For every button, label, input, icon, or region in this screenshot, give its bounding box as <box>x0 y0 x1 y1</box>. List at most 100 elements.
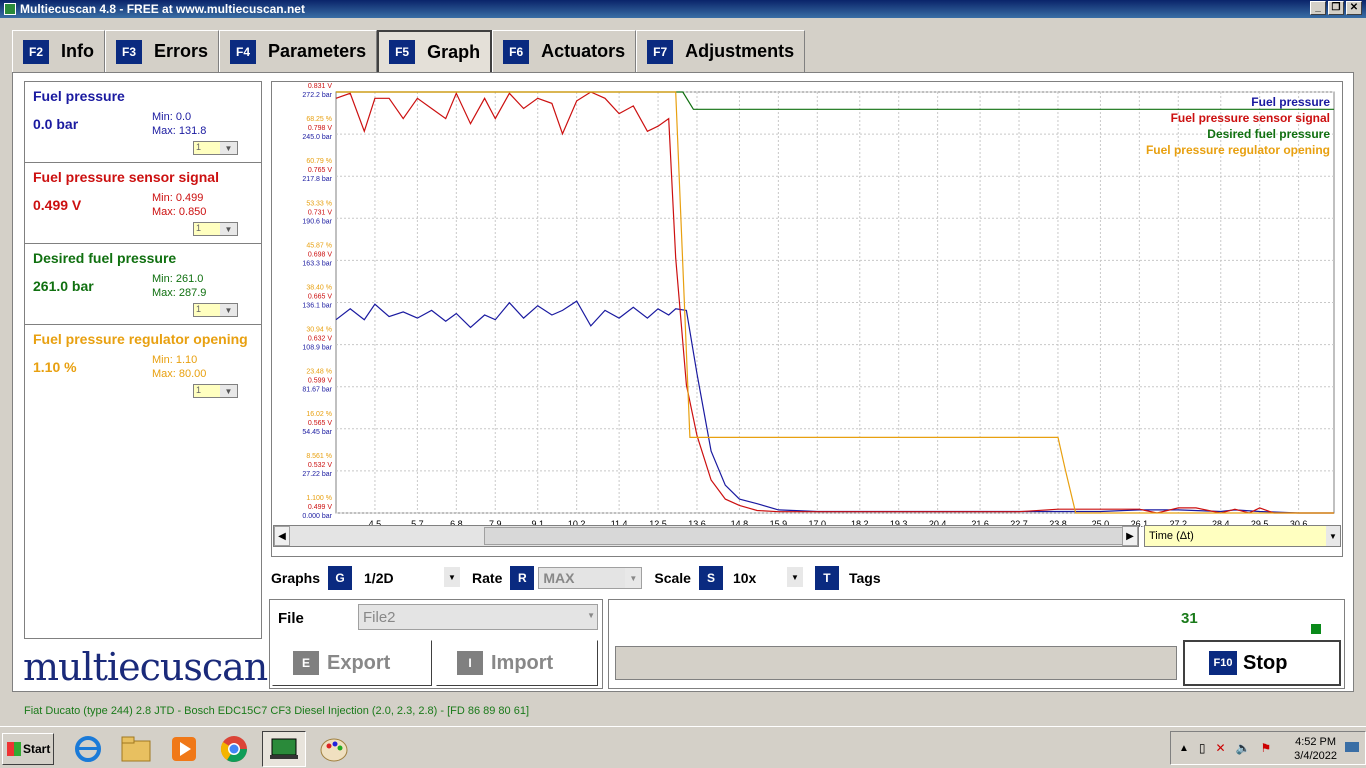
sensor-value: 0.499 V <box>33 197 82 213</box>
x-tick-label: 21.6 <box>971 519 989 529</box>
scale-value: 10x <box>732 570 757 586</box>
media-player-icon[interactable] <box>162 731 206 767</box>
file-select[interactable]: File2 ▼ <box>358 604 598 630</box>
axis-selector[interactable]: 1 ▼ <box>193 222 238 236</box>
graph-controls: Graphs G 1/2D ▼ Rate R MAX ▼ Scale S 10x… <box>271 565 881 591</box>
tab-label: Graph <box>427 41 481 62</box>
x-tick-label: 12.5 <box>649 519 667 529</box>
graphs-select[interactable]: 1/2D ▼ <box>352 567 461 589</box>
system-tray: ▲ ▯ ✕ 🔈 ⚑ 4:52 PM 3/4/2022 <box>1170 731 1366 765</box>
chrome-icon[interactable] <box>212 731 256 767</box>
y-tick-label: 0.665 V <box>308 294 332 301</box>
tab-graph[interactable]: F5 Graph <box>377 30 493 72</box>
tags-key[interactable]: T <box>814 566 839 590</box>
axis-selector[interactable]: 1 ▼ <box>193 141 238 155</box>
window-title: Multiecuscan 4.8 - FREE at www.multiecus… <box>20 2 305 16</box>
x-tick-label: 4.5 <box>369 519 382 529</box>
tab-parameters[interactable]: F4 Parameters <box>219 30 378 72</box>
y-tick-label: 0.499 V <box>308 504 332 511</box>
sensor-regulator-opening[interactable]: Fuel pressure regulator opening 1.10 % M… <box>25 325 261 406</box>
axis-selector-value: 1 <box>194 385 220 397</box>
restore-button[interactable]: ❐ <box>1328 1 1344 15</box>
sensor-max: Max: 131.8 <box>152 125 207 137</box>
chevron-down-icon: ▼ <box>625 568 642 588</box>
battery-icon[interactable]: ▯ <box>1198 741 1206 755</box>
sensor-value: 261.0 bar <box>33 278 94 294</box>
clock[interactable]: 4:52 PM 3/4/2022 <box>1294 735 1337 763</box>
tab-key: F2 <box>23 39 49 64</box>
file-label: File <box>278 610 304 627</box>
clock-time: 4:52 PM <box>1295 736 1337 748</box>
series-line <box>335 91 1334 514</box>
x-tick-label: 7.9 <box>489 519 502 529</box>
scroll-left-icon[interactable]: ◀ <box>274 526 290 546</box>
file-explorer-icon[interactable] <box>114 731 158 767</box>
internet-explorer-icon[interactable] <box>66 731 110 767</box>
tab-actuators[interactable]: F6 Actuators <box>492 30 637 72</box>
rate-select[interactable]: MAX ▼ <box>538 567 643 589</box>
scrollbar-thumb[interactable] <box>484 527 1126 545</box>
series-line <box>336 91 1334 514</box>
show-hidden-icons-icon[interactable]: ▲ <box>1179 742 1189 754</box>
scale-key[interactable]: S <box>698 566 723 590</box>
scroll-right-icon[interactable]: ▶ <box>1122 526 1138 546</box>
y-tick-label: 45.87 % <box>306 242 332 249</box>
x-tick-label: 30.6 <box>1290 519 1308 529</box>
action-center-icon[interactable]: ⚑ <box>1260 741 1272 755</box>
tab-key: F4 <box>230 39 257 64</box>
export-label: Export <box>327 651 391 674</box>
tab-key: F3 <box>116 39 142 64</box>
x-tick-label: 28.4 <box>1212 519 1230 529</box>
stop-button[interactable]: F10 Stop <box>1183 640 1341 686</box>
import-button[interactable]: I Import <box>436 640 598 686</box>
stop-key: F10 <box>1209 651 1237 675</box>
chevron-down-icon: ▼ <box>587 611 595 620</box>
axis-selector[interactable]: 1 ▼ <box>193 303 238 317</box>
graph-scrollbar[interactable]: ◀ ▶ <box>273 525 1139 547</box>
show-desktop-icon[interactable] <box>1345 742 1359 752</box>
tab-key: F7 <box>647 39 674 64</box>
volume-icon[interactable]: 🔈 <box>1235 741 1251 755</box>
rate-key[interactable]: R <box>510 566 535 590</box>
paint-icon[interactable] <box>312 731 356 767</box>
sensor-list: Fuel pressure 0.0 bar Min: 0.0 Max: 131.… <box>24 81 262 639</box>
vehicle-status-line: Fiat Ducato (type 244) 2.8 JTD - Bosch E… <box>0 700 1366 722</box>
sensor-min: Min: 0.499 <box>152 192 204 204</box>
graphs-label: Graphs <box>271 570 321 586</box>
acquisition-panel: 31 F10 Stop <box>608 599 1345 689</box>
x-tick-label: 26.1 <box>1131 519 1149 529</box>
sensor-desired-fuel-pressure[interactable]: Desired fuel pressure 261.0 bar Min: 261… <box>25 244 261 325</box>
graphs-value: 1/2D <box>364 570 394 586</box>
x-tick-label: 15.9 <box>770 519 788 529</box>
x-tick-label: 17.0 <box>809 519 827 529</box>
minimize-button[interactable]: _ <box>1310 1 1326 15</box>
x-tick-label: 29.5 <box>1251 519 1269 529</box>
scale-select[interactable]: 10x ▼ <box>723 567 803 589</box>
axis-selector[interactable]: 1 ▼ <box>193 384 238 398</box>
rate-value: MAX <box>543 570 575 586</box>
x-tick-label: 23.8 <box>1049 519 1067 529</box>
y-tick-label: 1.100 % <box>306 495 332 502</box>
y-tick-label: 0.532 V <box>308 462 332 469</box>
tab-errors[interactable]: F3 Errors <box>105 30 220 72</box>
export-button[interactable]: E Export <box>272 640 432 686</box>
start-button[interactable]: Start <box>2 733 54 765</box>
tab-key: F6 <box>503 39 530 64</box>
close-button[interactable]: ✕ <box>1346 1 1362 15</box>
export-key: E <box>293 651 319 675</box>
time-axis-select[interactable]: Time (Δt) ▼ <box>1144 525 1341 547</box>
network-icon[interactable]: ✕ <box>1215 741 1226 755</box>
tab-info[interactable]: F2 Info <box>12 30 105 72</box>
y-tick-label: 163.3 bar <box>302 260 332 267</box>
y-tick-label: 30.94 % <box>306 327 332 334</box>
sensor-name: Fuel pressure regulator opening <box>33 331 248 347</box>
sensor-fuel-pressure[interactable]: Fuel pressure 0.0 bar Min: 0.0 Max: 131.… <box>25 82 261 163</box>
y-tick-label: 38.40 % <box>306 285 332 292</box>
tab-adjustments[interactable]: F7 Adjustments <box>636 30 806 72</box>
chevron-down-icon: ▼ <box>224 305 233 315</box>
graphs-key[interactable]: G <box>328 566 353 590</box>
multiecuscan-icon[interactable] <box>262 731 306 767</box>
x-tick-label: 22.7 <box>1010 519 1028 529</box>
sensor-fuel-pressure-signal[interactable]: Fuel pressure sensor signal 0.499 V Min:… <box>25 163 261 244</box>
